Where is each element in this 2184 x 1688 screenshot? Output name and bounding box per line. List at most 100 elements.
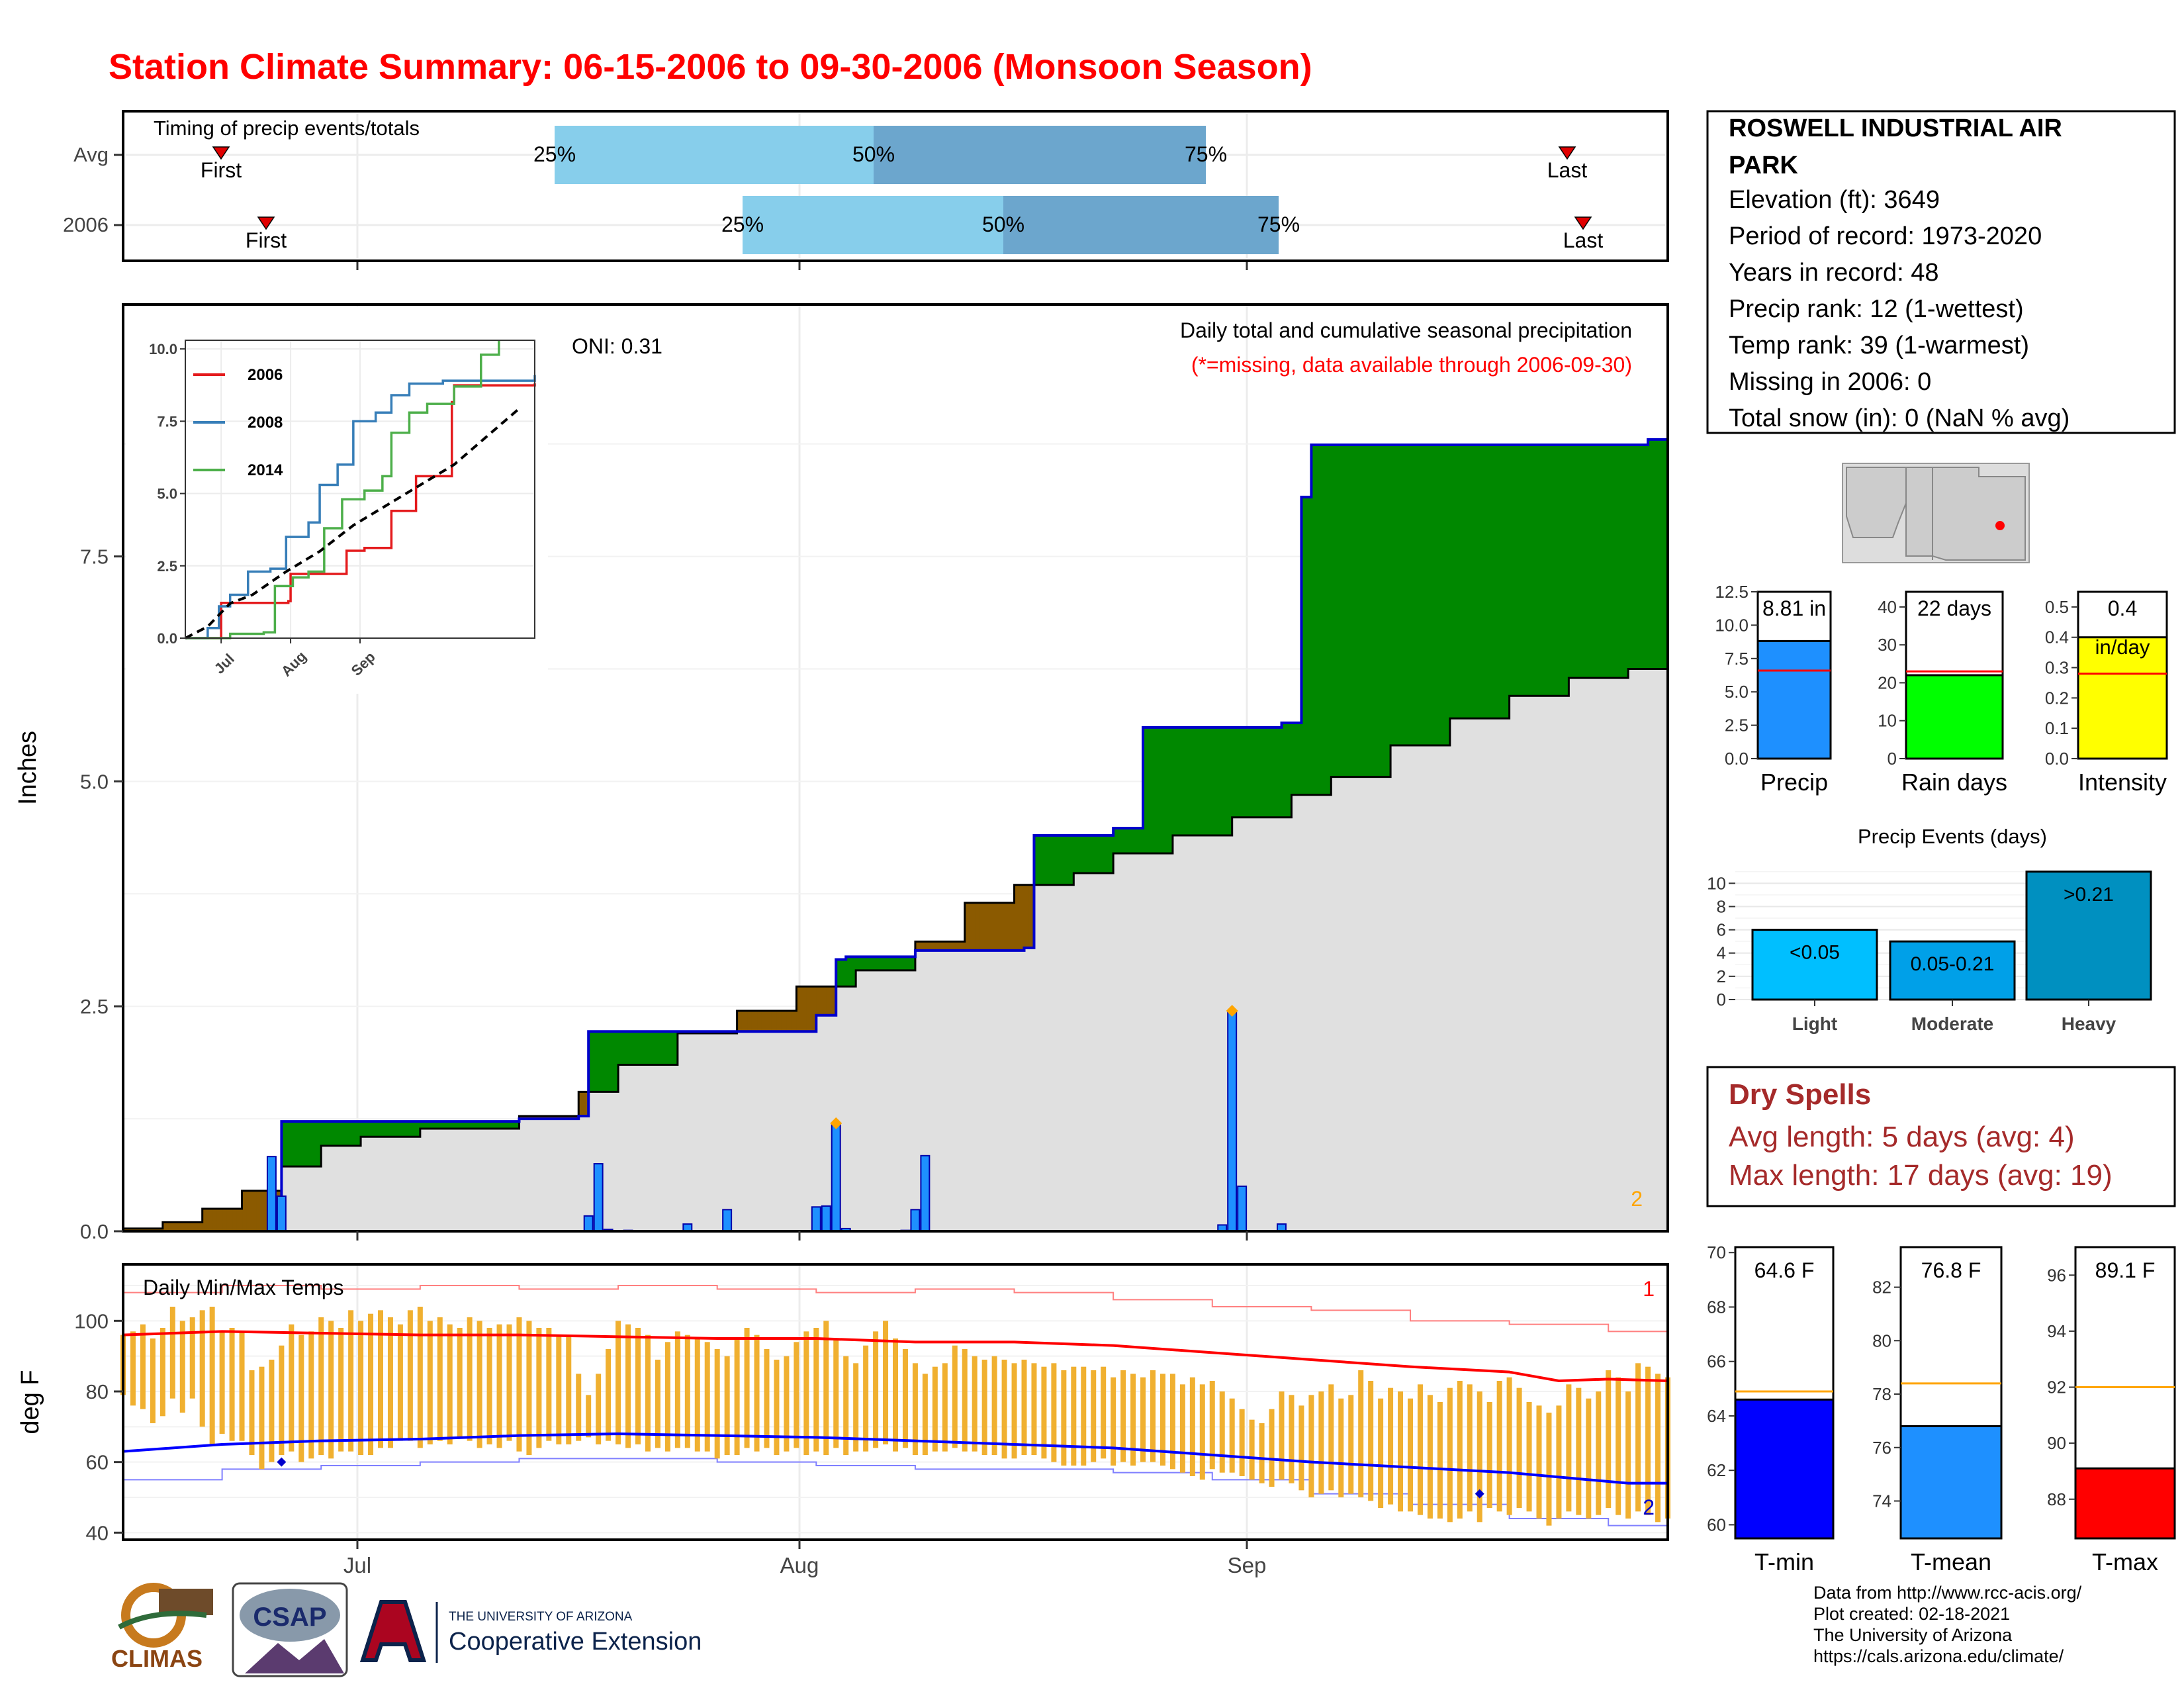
daily-temp-bar <box>249 1370 255 1455</box>
daily-temp-bar <box>1516 1387 1522 1508</box>
daily-temp-bar <box>1269 1409 1275 1487</box>
daily-temp-bar <box>1486 1402 1492 1508</box>
daily-temp-bar <box>1467 1384 1473 1512</box>
missing-note: (*=missing, data available through 2006-… <box>1191 353 1632 377</box>
daily-temp-bar <box>289 1324 295 1452</box>
daily-temp-bar <box>942 1363 948 1452</box>
mini-bar-value <box>1756 639 1832 760</box>
daily-temp-bar <box>229 1328 235 1441</box>
map-new-mexico <box>1905 467 2026 561</box>
daily-temp-bar <box>387 1317 393 1448</box>
daily-temp-bar <box>407 1310 413 1441</box>
mini-bar-tick-label: 20 <box>1878 673 1897 692</box>
daily-temp-bar <box>1308 1395 1314 1497</box>
last-event-marker <box>1574 216 1592 230</box>
daily-temp-bar <box>1259 1423 1265 1483</box>
daily-temp-bar <box>794 1342 799 1448</box>
daily-precip-bar <box>821 1205 831 1233</box>
daily-temp-bar <box>427 1321 433 1444</box>
daily-temp-bar <box>269 1360 275 1462</box>
station-info-line: Missing in 2006: 0 <box>1729 368 1931 396</box>
daily-temp-bar <box>1586 1398 1592 1519</box>
daily-temp-bar <box>1328 1384 1334 1491</box>
daily-temp-bar <box>516 1317 522 1452</box>
timing-bar-25-50 <box>743 196 1003 254</box>
mini-bar-value <box>2077 636 2168 760</box>
temp-summary-bars: 60 62 64 66 68 70 64.6 F T-min 74 76 78 80 82 76.8 F T… <box>1707 1243 2176 1575</box>
mini-bar-label: Intensity <box>2078 769 2167 796</box>
daily-temp-bar <box>437 1317 443 1441</box>
daily-temp-bar <box>645 1335 651 1452</box>
climas-logo-text: CLIMAS <box>111 1645 203 1672</box>
daily-temp-bar <box>981 1360 987 1455</box>
temp-bar-tick-label: 96 <box>2047 1265 2066 1285</box>
percentile-label: 25% <box>533 142 576 166</box>
mini-bar-tick-label: 0 <box>1888 749 1897 769</box>
daily-temp-bar <box>833 1338 839 1448</box>
station-info-box: ROSWELL INDUSTRIAL AIR PARK Elevation (f… <box>1706 110 2176 434</box>
daily-temp-bar <box>596 1374 602 1444</box>
temp-bar-tick-label: 78 <box>1872 1384 1891 1404</box>
station-info-line: Period of record: 1973-2020 <box>1729 222 2042 250</box>
daily-temp-bar <box>1298 1405 1304 1491</box>
daily-temp-bar <box>1081 1366 1087 1466</box>
daily-temp-bar <box>209 1307 215 1444</box>
daily-temp-bar <box>1655 1374 1661 1523</box>
precip-subtitle: Daily total and cumulative seasonal prec… <box>1180 318 1632 342</box>
temp-ytick-label: 60 <box>86 1451 109 1474</box>
timing-frame <box>122 110 1669 262</box>
daily-temp-bar <box>1229 1398 1235 1473</box>
daily-temp-bar <box>1348 1395 1354 1494</box>
events-bar-label: 0.05-0.21 <box>1911 953 1995 975</box>
daily-temp-bar <box>635 1328 641 1444</box>
precip-ylabel: Inches <box>14 731 42 805</box>
daily-temp-bar <box>378 1310 383 1448</box>
daily-precip-bar <box>722 1209 733 1233</box>
daily-temp-bar <box>457 1328 463 1438</box>
station-info-line: Temp rank: 39 (1-warmest) <box>1729 332 2029 359</box>
daily-record-marker <box>830 1117 842 1129</box>
mini-bar-tick-label: 0.4 <box>2045 628 2069 647</box>
daily-temp-bar <box>179 1321 185 1413</box>
temp-xtick-label: Jul <box>343 1553 371 1577</box>
mini-bar-tick-label: 0.0 <box>1725 749 1749 769</box>
daily-temp-bar <box>199 1310 205 1427</box>
daily-temp-bar <box>1447 1387 1453 1523</box>
precip-frame <box>122 303 1669 1233</box>
daily-temp-bar <box>932 1366 938 1452</box>
daily-temp-bar <box>1209 1381 1215 1470</box>
temp-bar-tick-label: 90 <box>2047 1433 2066 1453</box>
daily-temp-bar <box>1625 1391 1631 1519</box>
daily-temp-bar <box>664 1342 670 1452</box>
station-info-line: Years in record: 48 <box>1729 259 1939 287</box>
daily-precip-bar <box>583 1215 594 1232</box>
daily-temp-bar <box>368 1313 374 1455</box>
last-label: Last <box>1563 228 1604 252</box>
station-info-line: Elevation (ft): 3649 <box>1729 186 1940 214</box>
mini-bar-tick-label: 10 <box>1878 711 1897 731</box>
climas-logo-block <box>159 1589 213 1615</box>
daily-temp-bar <box>893 1338 898 1452</box>
daily-temp-bar <box>606 1349 612 1441</box>
temp-bar-value-label: 76.8 F <box>1921 1258 1981 1282</box>
mini-bar-tick-label: 0.2 <box>2045 688 2069 708</box>
daily-temp-bar <box>1031 1363 1037 1455</box>
station-info-line: Total snow (in): 0 (NaN % avg) <box>1729 404 2070 432</box>
avg-max-line <box>122 1330 1668 1383</box>
temp-bar-value <box>2074 1467 2176 1540</box>
daily-temp-bar <box>576 1374 582 1441</box>
mini-bar-tick-label: 30 <box>1878 635 1897 655</box>
dry-spells-frame <box>1706 1066 2176 1207</box>
daily-temp-bar <box>1378 1398 1384 1508</box>
inset-background <box>126 307 548 694</box>
daily-temp-bar <box>1556 1405 1562 1519</box>
daily-record-marker <box>1226 1004 1238 1017</box>
daily-temp-bar <box>744 1328 750 1448</box>
last-event-marker <box>1558 146 1576 160</box>
inset-ytick-label: 10.0 <box>149 341 177 357</box>
daily-temp-bar <box>615 1321 621 1444</box>
daily-temp-bar <box>1041 1366 1047 1459</box>
daily-temp-bar <box>991 1356 997 1455</box>
daily-temp-bar <box>1546 1413 1552 1526</box>
